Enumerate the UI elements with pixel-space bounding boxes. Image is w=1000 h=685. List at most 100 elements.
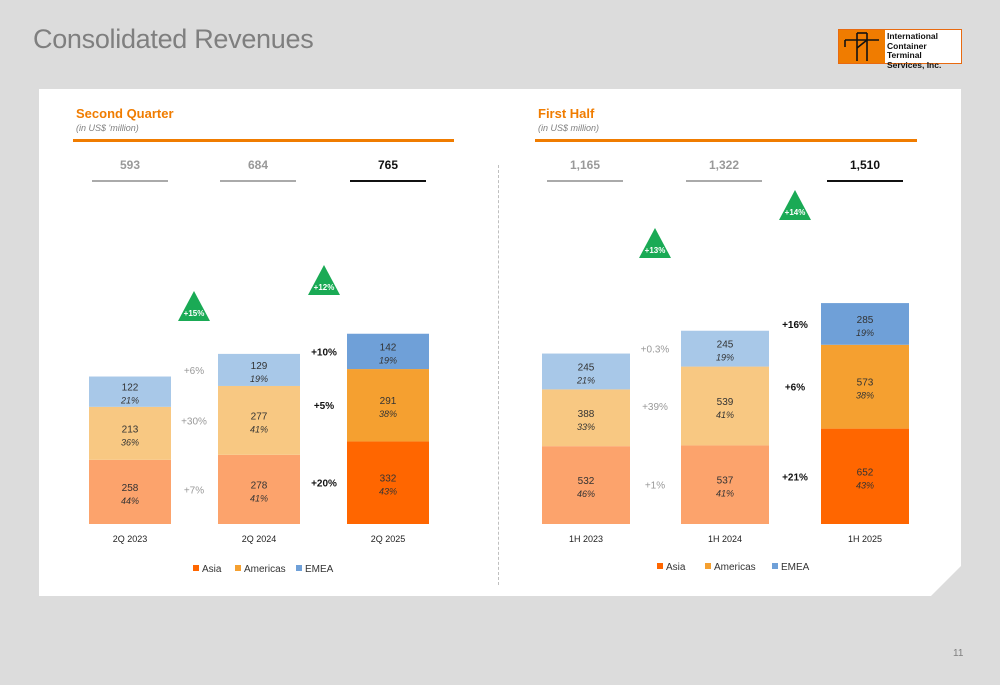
bar-value-label: 245 [578,362,595,373]
q2-total-2025: 765 [377,158,399,172]
legend-label: EMEA [305,564,334,575]
page-number: 11 [953,648,964,659]
h1-total-2023: 1,165 [569,158,601,172]
growth-label-asia: +1% [645,481,665,492]
growth-label-asia: +7% [184,485,204,496]
bar-value-label: 539 [717,397,734,408]
bar-segment-americas [821,344,909,429]
bar-segment-asia [218,454,300,524]
bar-share-label: 21% [120,396,139,406]
growth-label-asia: +21% [782,472,808,483]
bar-value-label: 245 [717,340,734,351]
bar-segment-americas [542,389,630,447]
legend-swatch-emea [772,563,778,569]
legend-swatch-americas [705,563,711,569]
legend-swatch-americas [235,565,241,571]
legend-swatch-asia [193,565,199,571]
bar-value-label: 122 [122,383,139,394]
bar-segment-asia [347,441,429,524]
company-logo: International Container Terminal Service… [838,29,962,69]
bar-value-label: 332 [380,474,397,485]
q2-total-2024: 684 [247,158,269,172]
section-divider [498,165,499,585]
growth-label-asia: +20% [311,479,337,490]
bar-segment-asia [821,428,909,524]
total-growth-label: +15% [184,309,205,318]
bar-segment-emea [89,376,171,407]
category-label: 1H 2025 [848,534,882,544]
bar-share-label: 38% [379,409,397,419]
bar-segment-emea [681,330,769,367]
legend-label: Asia [202,564,222,575]
bar-value-label: 129 [251,361,268,372]
bar-share-label: 38% [856,391,874,401]
bar-share-label: 46% [577,489,595,499]
bar-share-label: 19% [250,374,268,384]
bar-share-label: 43% [379,487,397,497]
legend-swatch-emea [296,565,302,571]
legend-swatch-asia [657,563,663,569]
legend-label: Asia [666,562,686,573]
bar-share-label: 43% [856,480,874,490]
legend-label: Americas [714,562,756,573]
bar-value-label: 388 [578,409,595,420]
category-label: 2Q 2023 [113,534,148,544]
category-label: 1H 2023 [569,534,603,544]
growth-up-icon [639,228,671,258]
bar-segment-emea [218,353,300,386]
growth-label-americas: +30% [181,416,207,427]
bar-segment-emea [821,303,909,345]
page-title: Consolidated Revenues [33,24,314,54]
growth-label-americas: +5% [314,401,334,412]
h1-header-rule [535,139,917,142]
bar-share-label: 33% [577,422,595,432]
category-label: 2Q 2024 [242,534,277,544]
bar-share-label: 44% [121,496,139,506]
content-panel [39,89,961,596]
total-growth-label: +13% [645,246,666,255]
bar-value-label: 258 [122,483,139,494]
bar-share-label: 41% [716,410,734,420]
bar-value-label: 537 [717,476,734,487]
bar-share-label: 41% [250,424,268,434]
legend-label: EMEA [781,562,810,573]
bar-value-label: 291 [380,396,397,407]
total-growth-label: +12% [314,283,335,292]
growth-label-emea: +0.3% [641,345,670,356]
h1-total-2024: 1,322 [708,158,740,172]
bar-value-label: 278 [251,480,268,491]
growth-up-icon [779,190,811,220]
growth-up-icon [308,265,340,295]
bar-share-label: 19% [379,355,397,365]
q2-section-title: Second Quarter [76,106,174,121]
bar-value-label: 285 [857,315,874,326]
bar-segment-asia [89,459,171,524]
bar-share-label: 19% [716,353,734,363]
total-underline [220,180,296,182]
total-growth-label: +14% [785,208,806,217]
bar-segment-americas [218,385,300,455]
bar-segment-americas [681,366,769,446]
logo-text: International Container Terminal Service… [887,31,942,70]
q2-total-2023: 593 [119,158,141,172]
bar-segment-asia [681,445,769,524]
bar-segment-americas [347,369,429,442]
bar-share-label: 36% [121,437,139,447]
total-underline [547,180,623,182]
growth-label-emea: +16% [782,320,808,331]
h1-section-subtitle: (in US$ million) [538,123,600,133]
bar-value-label: 652 [857,467,874,478]
legend-label: Americas [244,564,286,575]
h1-section-title: First Half [538,106,595,121]
bar-share-label: 21% [576,375,595,385]
bar-share-label: 41% [250,493,268,503]
total-underline [350,180,426,182]
bar-value-label: 532 [578,476,595,487]
bar-value-label: 213 [122,424,139,435]
q2-header-rule [73,139,454,142]
bar-segment-emea [347,333,429,370]
category-label: 1H 2024 [708,534,742,544]
bar-value-label: 277 [251,411,268,422]
bar-share-label: 19% [856,328,874,338]
